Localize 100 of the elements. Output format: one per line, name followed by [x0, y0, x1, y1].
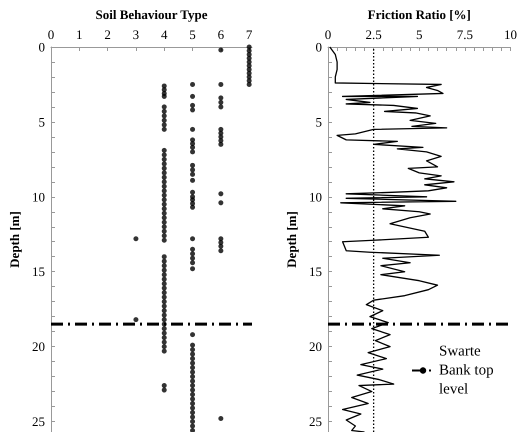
- point: [190, 378, 196, 384]
- point: [162, 108, 167, 114]
- x-tick-label: 7.5: [456, 27, 473, 42]
- point: [162, 228, 167, 234]
- point: [190, 126, 196, 132]
- point: [162, 166, 167, 171]
- point: [190, 190, 196, 195]
- point: [190, 347, 196, 352]
- point: [162, 388, 167, 393]
- point: [162, 276, 167, 282]
- point: [190, 410, 196, 416]
- point: [162, 224, 167, 230]
- x-tick-label: 6: [218, 27, 225, 42]
- point: [190, 332, 196, 338]
- point: [190, 102, 196, 108]
- point: [218, 248, 224, 254]
- point: [162, 148, 167, 153]
- point: [162, 184, 167, 189]
- point: [190, 172, 196, 177]
- point: [133, 317, 138, 322]
- point: [190, 256, 196, 261]
- point: [190, 167, 196, 172]
- y-tick-label: 0: [38, 40, 45, 54]
- point: [162, 215, 167, 220]
- point: [190, 342, 196, 348]
- point: [218, 104, 224, 110]
- point: [133, 236, 138, 242]
- point: [162, 192, 167, 198]
- point: [218, 191, 224, 196]
- point: [162, 281, 167, 286]
- point: [162, 156, 167, 162]
- point: [162, 326, 167, 332]
- y-tick-label: 10: [32, 189, 45, 204]
- point: [162, 290, 167, 296]
- x-tick-label: 3: [132, 27, 140, 42]
- point: [162, 126, 167, 132]
- point: [190, 162, 196, 168]
- point: [190, 149, 196, 154]
- point: [190, 396, 196, 402]
- point: [246, 82, 252, 87]
- point: [218, 47, 224, 52]
- point: [162, 122, 167, 128]
- point: [190, 251, 196, 256]
- point: [190, 82, 196, 87]
- point: [190, 236, 196, 242]
- x-tick-label: 2.5: [366, 27, 382, 42]
- point: [162, 202, 167, 207]
- point: [162, 210, 167, 216]
- point: [190, 374, 196, 380]
- x-tick-label: 7: [246, 27, 253, 42]
- point: [162, 238, 167, 243]
- point: [162, 104, 167, 110]
- x-tick-label: 5: [189, 27, 196, 42]
- y-tick-label: 0: [316, 40, 322, 54]
- point: [190, 266, 196, 272]
- point: [162, 383, 167, 388]
- point: [162, 258, 167, 264]
- point: [162, 330, 167, 336]
- point: [190, 370, 196, 375]
- point: [162, 170, 167, 176]
- point: [218, 100, 224, 105]
- point: [162, 152, 167, 158]
- point: [162, 263, 167, 268]
- point: [162, 286, 167, 291]
- x-axis-title: Friction Ratio [%]: [368, 7, 471, 22]
- point: [162, 304, 167, 309]
- point: [190, 360, 196, 366]
- point: [190, 178, 196, 183]
- point: [190, 246, 196, 252]
- point: [190, 424, 196, 429]
- point: [162, 174, 167, 180]
- point: [190, 144, 196, 150]
- point: [162, 312, 167, 318]
- point: [162, 335, 167, 340]
- y-tick-label: 25: [309, 414, 322, 430]
- y-axis-title: Depth [m]: [7, 211, 22, 268]
- point: [218, 95, 224, 100]
- point: [190, 204, 196, 210]
- point: [162, 94, 167, 99]
- y-tick-label: 5: [316, 114, 322, 130]
- point: [190, 383, 196, 388]
- point: [190, 419, 196, 424]
- y-tick-label: 25: [32, 414, 45, 430]
- x-tick-label: 4: [160, 27, 168, 42]
- point: [190, 406, 196, 411]
- point: [162, 317, 167, 322]
- x-tick-label: 5: [416, 27, 422, 42]
- point: [190, 94, 196, 99]
- point: [162, 268, 167, 273]
- legend-label: Swarte Bank top level: [439, 344, 498, 398]
- point: [190, 388, 196, 393]
- point: [162, 299, 167, 304]
- point: [162, 348, 167, 354]
- point: [218, 244, 224, 249]
- y-tick-label: 20: [32, 339, 45, 354]
- y-tick-label: 10: [309, 189, 322, 204]
- point: [162, 179, 167, 184]
- point: [162, 344, 167, 350]
- point: [162, 113, 167, 118]
- point: [190, 428, 196, 432]
